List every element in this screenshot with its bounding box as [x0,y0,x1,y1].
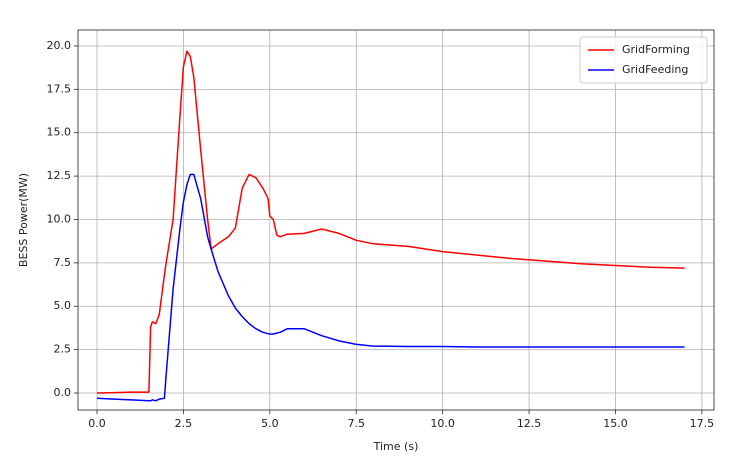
x-tick-label: 7.5 [348,417,366,430]
x-tick-label: 17.5 [690,417,715,430]
x-tick-label: 2.5 [175,417,193,430]
y-tick-label: 20.0 [47,39,72,52]
y-axis-label: BESS Power(MW) [17,173,30,267]
x-tick-label: 10.0 [430,417,455,430]
y-tick-label: 10.0 [47,212,72,225]
y-tick-label: 17.5 [47,82,72,95]
x-tick-label: 15.0 [603,417,628,430]
line [96,50,685,394]
x-tick-label: 5.0 [261,417,279,430]
legend-label: GridFeeding [622,63,688,76]
legend-label: GridForming [622,43,690,56]
y-tick-label: 5.0 [54,299,72,312]
x-tick-label: 12.5 [517,417,542,430]
y-tick-label: 2.5 [54,343,72,356]
y-tick-label: 12.5 [47,169,72,182]
x-tick-label: 0.0 [88,417,106,430]
plot-frame [77,29,715,411]
legend-box [579,36,708,84]
line [96,173,685,402]
y-tick-label: 0.0 [54,386,72,399]
y-tick-label: 15.0 [47,126,72,139]
y-tick-label: 7.5 [54,256,72,269]
x-axis-label: Time (s) [373,440,419,453]
